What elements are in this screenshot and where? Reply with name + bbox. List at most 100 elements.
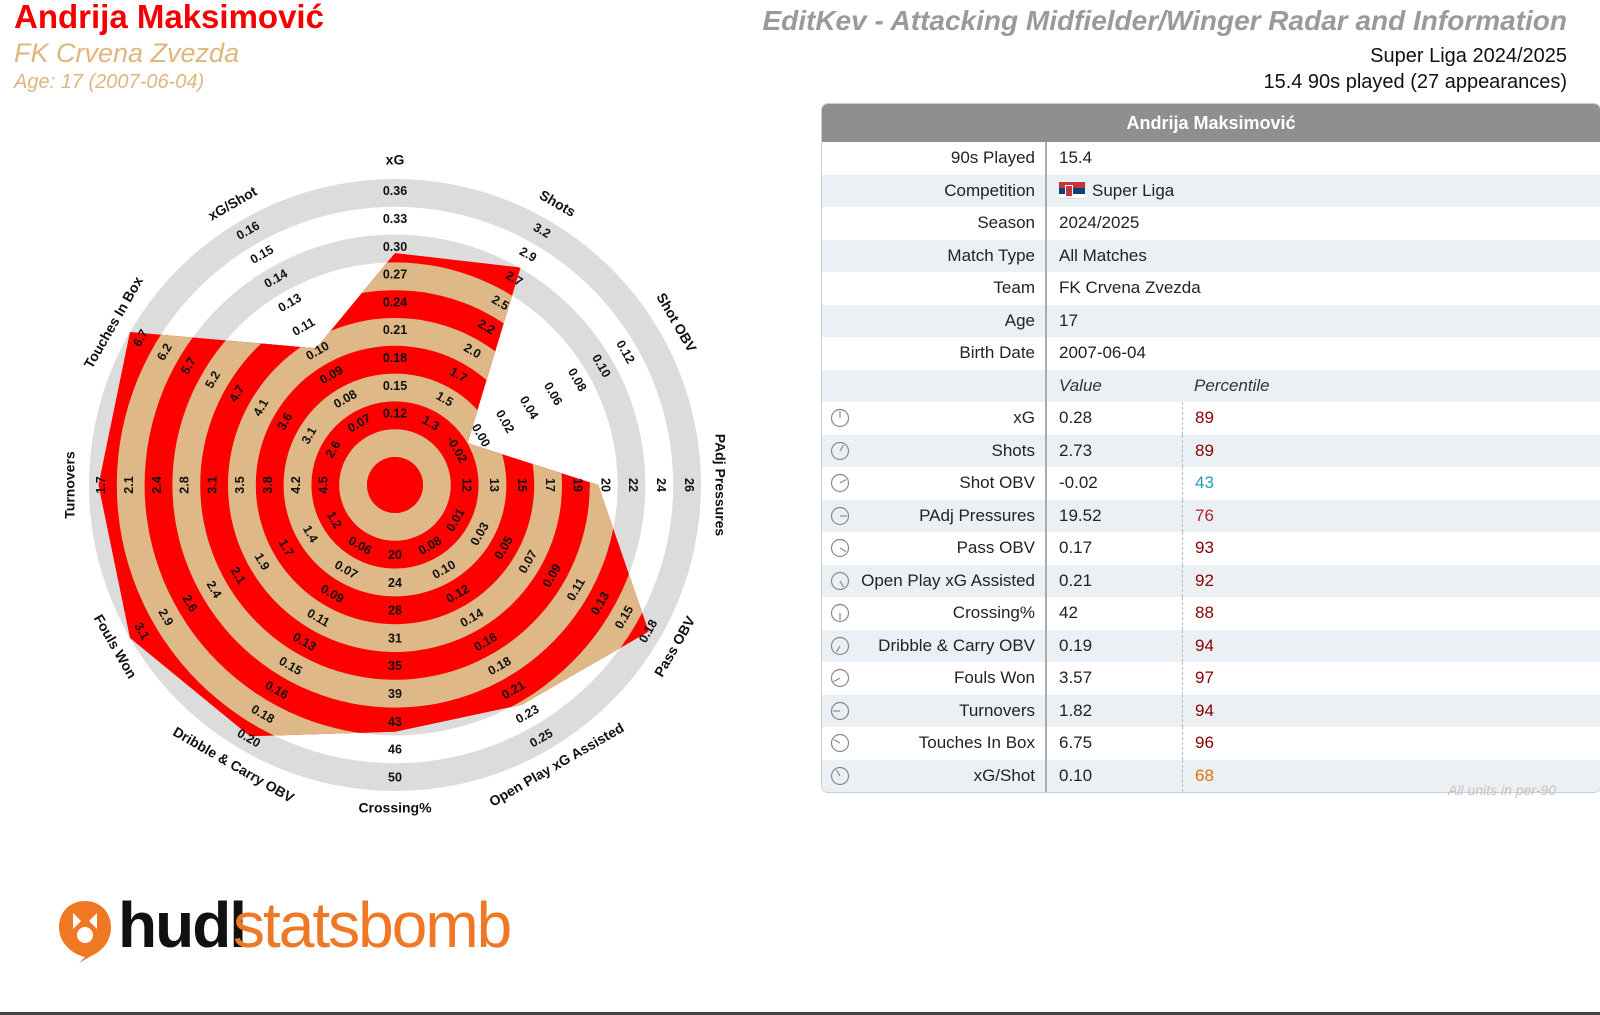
info-value: FK Crvena Zvezda (1047, 272, 1201, 305)
gauge-icon (830, 668, 850, 688)
metric-percentile: 97 (1182, 662, 1214, 695)
info-value-text: 17 (1059, 310, 1078, 330)
info-value-text: FK Crvena Zvezda (1059, 278, 1201, 298)
metric-label: Fouls Won (954, 668, 1035, 688)
season-line: Super Liga 2024/2025 (1370, 45, 1567, 67)
radar-tick-label: 0.30 (383, 240, 407, 254)
metric-row: xG/Shot 0.10 68 (822, 759, 1600, 792)
metric-label: Turnovers (959, 700, 1035, 720)
metric-percentile: 76 (1182, 499, 1214, 532)
metric-label: Dribble & Carry OBV (878, 635, 1035, 655)
metric-label-cell: Pass OBV (822, 532, 1047, 565)
radar-tick-label: 0.36 (383, 184, 407, 198)
radar-tick-label: 0.27 (383, 268, 407, 282)
metric-row: Shot OBV -0.02 43 (822, 467, 1600, 500)
gauge-icon (830, 766, 850, 785)
info-value: 17 (1047, 305, 1078, 338)
logo-statsbomb-text: statsbomb (233, 889, 512, 961)
info-label: Birth Date (822, 337, 1047, 370)
metric-value: 6.75 (1059, 733, 1093, 753)
info-label: Competition (822, 174, 1047, 207)
gauge-icon (830, 603, 850, 623)
radar-tick-label: 4.5 (317, 476, 331, 493)
metric-row: PAdj Pressures 19.52 76 (822, 499, 1600, 532)
metric-label: Pass OBV (956, 538, 1035, 558)
metric-label-cell: Touches In Box (822, 727, 1047, 760)
radar-tick-label: 20 (388, 548, 402, 562)
radar-tick-label: 2.8 (178, 476, 192, 493)
radar-tick-label: 17 (543, 478, 557, 492)
radar-tick-label: 39 (388, 687, 402, 701)
metric-row: Dribble & Carry OBV 0.19 94 (822, 629, 1600, 662)
metric-value: 2.73 (1059, 440, 1093, 460)
metric-rows: xG 0.28 89 Shots 2.73 89 Shot OBV -0.02 43 PAdj P… (822, 402, 1600, 792)
metric-label: Shots (991, 440, 1035, 460)
metric-percentile: 93 (1182, 532, 1214, 565)
info-table: Andrija Maksimović 90s Played 15.4 Competi… (821, 103, 1600, 793)
info-label: Team (822, 272, 1047, 305)
gauge-icon (830, 538, 850, 558)
info-row: Birth Date 2007-06-04 (822, 337, 1600, 370)
radar-tick-label: 2.1 (122, 476, 136, 493)
metric-value: 1.82 (1059, 700, 1093, 720)
statsbomb-logo-icon (59, 901, 111, 963)
radar-tick-label: 20 (598, 478, 612, 492)
info-value-text: 2024/2025 (1059, 213, 1140, 233)
metric-label-cell: Shot OBV (822, 467, 1047, 500)
metric-percentile: 89 (1182, 434, 1214, 467)
metric-label-cell: Open Play xG Assisted (822, 564, 1047, 597)
metric-label: PAdj Pressures (919, 505, 1035, 525)
info-rows: 90s Played 15.4 Competition Super Liga Seaso… (822, 142, 1600, 370)
metric-value: -0.02 (1059, 473, 1098, 493)
info-value-text: Super Liga (1092, 180, 1175, 200)
info-label: Match Type (822, 239, 1047, 272)
radar-tick-label: 31 (388, 631, 402, 645)
radar-tick-label: 4.2 (289, 476, 303, 493)
radar-tick-label: 35 (388, 659, 402, 673)
gauge-icon (830, 701, 850, 720)
metric-percentile: 43 (1182, 467, 1214, 500)
metric-percentile: 68 (1182, 759, 1214, 792)
metric-header-blank (822, 369, 1047, 402)
metric-percentile: 88 (1182, 597, 1214, 630)
radar-axis-label: xG (386, 152, 405, 168)
metric-row: Open Play xG Assisted 0.21 92 (822, 564, 1600, 597)
metric-value: 19.52 (1059, 505, 1102, 525)
age-line: Age: 17 (2007-06-04) (14, 71, 205, 93)
metric-row: Fouls Won 3.57 97 (822, 662, 1600, 695)
info-value: 2024/2025 (1047, 207, 1139, 240)
metric-label-cell: Fouls Won (822, 662, 1047, 695)
info-label: Age (822, 304, 1047, 337)
radar-tick-label: 0.24 (383, 295, 407, 309)
metric-label: Touches In Box (918, 733, 1035, 753)
info-value: 2007-06-04 (1047, 337, 1146, 370)
metric-label: xG/Shot (973, 765, 1035, 785)
radar-tick-label: 13 (487, 478, 501, 492)
metric-percentile: 92 (1182, 564, 1214, 597)
info-value: Super Liga (1047, 175, 1174, 208)
info-row: 90s Played 15.4 (822, 142, 1600, 175)
logo-hudl-text: hudl (118, 889, 247, 961)
metric-header-row: Value Percentile (822, 369, 1600, 402)
info-label: 90s Played (822, 142, 1047, 175)
info-label: Season (822, 207, 1047, 240)
radar-axis-label: Crossing% (358, 800, 432, 816)
metric-row: Crossing% 42 88 (822, 597, 1600, 630)
metric-percentile: 94 (1182, 629, 1214, 662)
gauge-icon (830, 571, 850, 590)
team-name: FK Crvena Zvezda (14, 38, 240, 68)
metric-value: 0.21 (1059, 570, 1093, 590)
radar-axis-label: Shots (537, 187, 579, 220)
radar-tick-label: 43 (388, 715, 402, 729)
metric-label: Crossing% (952, 603, 1035, 623)
metric-percentile: 89 (1182, 402, 1214, 435)
metric-label-cell: Dribble & Carry OBV (822, 629, 1047, 662)
metric-row: xG 0.28 89 (822, 402, 1600, 435)
gauge-icon (830, 473, 850, 493)
info-value-text: 15.4 (1059, 148, 1093, 168)
radar-chart: 0.12 0.15 0.18 0.21 0.24 0.27 0.30 0.33 0.36 xG 1.… (62, 152, 729, 816)
radar-tick-label: 15 (515, 478, 529, 492)
units-note: All units in per-90 (1448, 782, 1556, 798)
radar-tick-label: 24 (388, 576, 402, 590)
gauge-icon (830, 441, 850, 460)
